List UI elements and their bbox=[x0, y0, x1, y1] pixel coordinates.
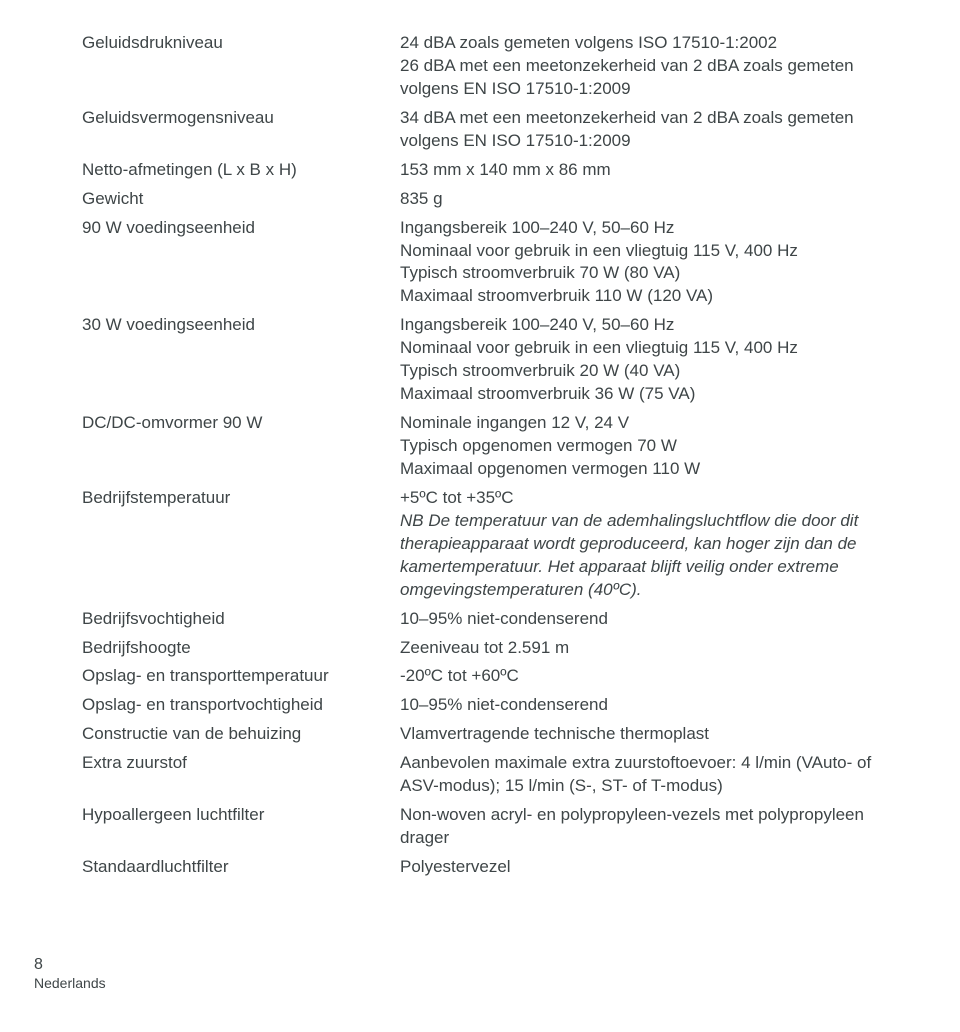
spec-row: Geluidsdrukniveau24 dBA zoals gemeten vo… bbox=[82, 32, 896, 107]
spec-value-line: -20ºC tot +60ºC bbox=[400, 666, 519, 685]
spec-value: -20ºC tot +60ºC bbox=[400, 665, 896, 694]
spec-row: Geluidsvermogensniveau34 dBA met een mee… bbox=[82, 107, 896, 159]
spec-value-line: Typisch opgenomen vermogen 70 W bbox=[400, 436, 677, 455]
spec-value: Nominale ingangen 12 V, 24 V Typisch opge… bbox=[400, 412, 896, 487]
spec-value: 10–95% niet-condenserend bbox=[400, 608, 896, 637]
spec-value-line: Nominaal voor gebruik in een vliegtuig 1… bbox=[400, 338, 798, 357]
spec-value: 10–95% niet-condenserend bbox=[400, 694, 896, 723]
spec-value-line: Aanbevolen maximale extra zuurstoftoevoe… bbox=[400, 753, 871, 795]
spec-label: 30 W voedingseenheid bbox=[82, 314, 400, 412]
spec-value-line: Maximaal stroomverbruik 110 W (120 VA) bbox=[400, 286, 713, 305]
spec-value-line: +5ºC tot +35ºC bbox=[400, 488, 514, 507]
spec-value-line: Polyestervezel bbox=[400, 857, 511, 876]
spec-value: 24 dBA zoals gemeten volgens ISO 17510-1… bbox=[400, 32, 896, 107]
spec-value: Vlamvertragende technische thermoplast bbox=[400, 723, 896, 752]
page-language: Nederlands bbox=[34, 975, 896, 993]
spec-value-line: Typisch stroomverbruik 70 W (80 VA) bbox=[400, 263, 680, 282]
spec-label: DC/DC-omvormer 90 W bbox=[82, 412, 400, 487]
spec-row: StandaardluchtfilterPolyestervezel bbox=[82, 856, 896, 885]
spec-row: Extra zuurstofAanbevolen maximale extra … bbox=[82, 752, 896, 804]
spec-row: DC/DC-omvormer 90 WNominale ingangen 12 … bbox=[82, 412, 896, 487]
spec-value-line: 26 dBA met een meetonzekerheid van 2 dBA… bbox=[400, 56, 854, 98]
spec-value-line: 10–95% niet-condenserend bbox=[400, 695, 608, 714]
spec-label: Extra zuurstof bbox=[82, 752, 400, 804]
spec-value-line: Ingangsbereik 100–240 V, 50–60 Hz bbox=[400, 218, 674, 237]
spec-value-line: Nominale ingangen 12 V, 24 V bbox=[400, 413, 629, 432]
spec-value-line: Zeeniveau tot 2.591 m bbox=[400, 638, 569, 657]
spec-label: Geluidsdrukniveau bbox=[82, 32, 400, 107]
spec-value-line: 34 dBA met een meetonzekerheid van 2 dBA… bbox=[400, 108, 854, 150]
spec-row: BedrijfshoogteZeeniveau tot 2.591 m bbox=[82, 637, 896, 666]
spec-row: Constructie van de behuizingVlamvertrage… bbox=[82, 723, 896, 752]
spec-value: 153 mm x 140 mm x 86 mm bbox=[400, 159, 896, 188]
spec-value: Zeeniveau tot 2.591 m bbox=[400, 637, 896, 666]
page-number: 8 bbox=[34, 955, 896, 975]
spec-label: Bedrijfshoogte bbox=[82, 637, 400, 666]
spec-value: Non-woven acryl- en polypropyleen-vezels… bbox=[400, 804, 896, 856]
spec-value: 835 g bbox=[400, 188, 896, 217]
spec-label: Geluidsvermogensniveau bbox=[82, 107, 400, 159]
spec-value: Aanbevolen maximale extra zuurstoftoevoe… bbox=[400, 752, 896, 804]
spec-value-line: Ingangsbereik 100–240 V, 50–60 Hz bbox=[400, 315, 674, 334]
specifications-table: Geluidsdrukniveau24 dBA zoals gemeten vo… bbox=[82, 32, 896, 885]
spec-row: Netto-afmetingen (L x B x H)153 mm x 140… bbox=[82, 159, 896, 188]
spec-value-line: Vlamvertragende technische thermoplast bbox=[400, 724, 709, 743]
spec-value-line: Maximaal stroomverbruik 36 W (75 VA) bbox=[400, 384, 695, 403]
spec-note: NB De temperatuur van de ademhalingsluch… bbox=[400, 511, 858, 599]
spec-label: Opslag- en transportvochtigheid bbox=[82, 694, 400, 723]
spec-row: Bedrijfstemperatuur+5ºC tot +35ºC NB De t… bbox=[82, 487, 896, 608]
spec-label: Opslag- en transporttemperatuur bbox=[82, 665, 400, 694]
spec-value-line: 153 mm x 140 mm x 86 mm bbox=[400, 160, 611, 179]
spec-label: Bedrijfstemperatuur bbox=[82, 487, 400, 608]
spec-label: Gewicht bbox=[82, 188, 400, 217]
spec-value-line: 10–95% niet-condenserend bbox=[400, 609, 608, 628]
spec-row: Bedrijfsvochtigheid10–95% niet-condenser… bbox=[82, 608, 896, 637]
spec-value-line: Maximaal opgenomen vermogen 110 W bbox=[400, 459, 700, 478]
spec-row: 30 W voedingseenheidIngangsbereik 100–24… bbox=[82, 314, 896, 412]
spec-row: 90 W voedingseenheidIngangsbereik 100–24… bbox=[82, 217, 896, 315]
spec-row: Opslag- en transportvochtigheid10–95% ni… bbox=[82, 694, 896, 723]
spec-value-line: Typisch stroomverbruik 20 W (40 VA) bbox=[400, 361, 680, 380]
spec-row: Opslag- en transporttemperatuur-20ºC tot… bbox=[82, 665, 896, 694]
spec-label: Constructie van de behuizing bbox=[82, 723, 400, 752]
spec-value: 34 dBA met een meetonzekerheid van 2 dBA… bbox=[400, 107, 896, 159]
spec-row: Hypoallergeen luchtfilterNon-woven acryl… bbox=[82, 804, 896, 856]
spec-value: +5ºC tot +35ºC NB De temperatuur van de a… bbox=[400, 487, 896, 608]
spec-label: Bedrijfsvochtigheid bbox=[82, 608, 400, 637]
page-footer: 8 Nederlands bbox=[34, 955, 896, 993]
spec-value-line: Non-woven acryl- en polypropyleen-vezels… bbox=[400, 805, 864, 847]
spec-label: 90 W voedingseenheid bbox=[82, 217, 400, 315]
spec-label: Netto-afmetingen (L x B x H) bbox=[82, 159, 400, 188]
spec-row: Gewicht835 g bbox=[82, 188, 896, 217]
spec-value: Ingangsbereik 100–240 V, 50–60 Hz Nominaa… bbox=[400, 314, 896, 412]
spec-value-line: 835 g bbox=[400, 189, 443, 208]
spec-value: Polyestervezel bbox=[400, 856, 896, 885]
spec-value-line: 24 dBA zoals gemeten volgens ISO 17510-1… bbox=[400, 33, 777, 52]
spec-label: Standaardluchtfilter bbox=[82, 856, 400, 885]
spec-label: Hypoallergeen luchtfilter bbox=[82, 804, 400, 856]
spec-value: Ingangsbereik 100–240 V, 50–60 Hz Nominaa… bbox=[400, 217, 896, 315]
spec-value-line: Nominaal voor gebruik in een vliegtuig 1… bbox=[400, 241, 798, 260]
